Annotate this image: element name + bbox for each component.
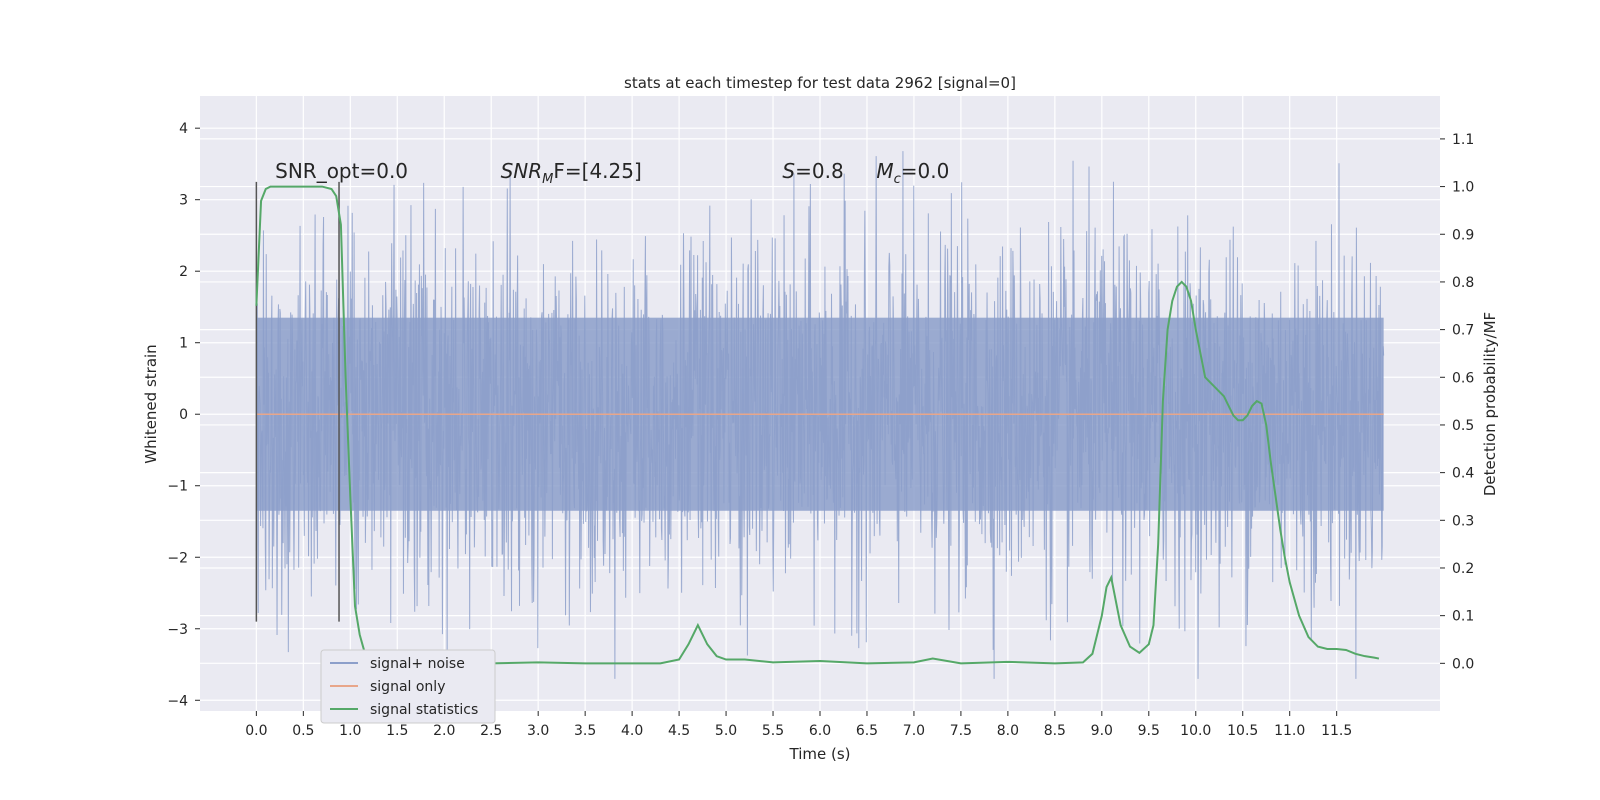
y-right-tick-label-3: 0.3 [1452, 513, 1474, 529]
annotation-spin: S=0.8 [782, 159, 843, 183]
x-tick-label-14: 7.0 [903, 723, 925, 739]
x-tick-label-21: 10.5 [1227, 723, 1258, 739]
y-right-tick-label-1: 0.1 [1452, 609, 1474, 625]
signal-statistics-line [255, 185, 1380, 665]
x-tick-label-13: 6.5 [856, 723, 878, 739]
x-tick-label-18: 9.0 [1091, 723, 1113, 739]
x-tick-label-16: 8.0 [997, 723, 1019, 739]
y-left-tick-label-4: 0 [179, 407, 188, 423]
x-tick-label-6: 3.0 [527, 723, 549, 739]
y-left-tick-label-1: −3 [167, 622, 188, 638]
x-tick-label-7: 3.5 [574, 723, 596, 739]
x-tick-label-5: 2.5 [480, 723, 502, 739]
legend-label-signal-noise: signal+ noise [370, 656, 465, 672]
y-right-tick-label-7: 0.7 [1452, 323, 1474, 339]
x-tick-label-2: 1.0 [339, 723, 361, 739]
y-left-tick-label-6: 2 [179, 264, 188, 280]
y-right-tick-label-9: 0.9 [1452, 227, 1474, 243]
x-tick-label-19: 9.5 [1138, 723, 1160, 739]
right-y-axis-title: Detection probability/MF [1481, 312, 1499, 496]
annotation-snr-mf: SNRMF=[4.25] [501, 159, 642, 187]
x-tick-label-23: 11.5 [1321, 723, 1352, 739]
legend-label-signal-statistics: signal statistics [370, 702, 478, 718]
signal-statistics-series [255, 185, 1380, 665]
right-y-axis-ticks: 0.0 0.1 0.2 0.3 0.4 0.5 0.6 0.7 0.8 0.9 1.0 1.1 [1440, 132, 1474, 672]
y-left-tick-label-5: 1 [179, 336, 188, 352]
legend-label-signal-only: signal only [370, 679, 445, 695]
y-left-tick-label-7: 3 [179, 193, 188, 209]
y-right-tick-label-11: 1.1 [1452, 132, 1474, 148]
y-left-tick-label-2: −2 [167, 550, 188, 566]
x-tick-label-20: 10.0 [1180, 723, 1211, 739]
y-right-tick-label-6: 0.6 [1452, 370, 1474, 386]
x-tick-label-22: 11.0 [1274, 723, 1305, 739]
x-tick-label-17: 8.5 [1044, 723, 1066, 739]
x-tick-label-15: 7.5 [950, 723, 972, 739]
y-right-tick-label-0: 0.0 [1452, 656, 1474, 672]
y-right-tick-label-8: 0.8 [1452, 275, 1474, 291]
marker-lines [255, 181, 340, 622]
chart-title: stats at each timestep for test data 296… [624, 74, 1016, 92]
y-left-tick-label-3: −1 [167, 479, 188, 495]
y-right-tick-label-2: 0.2 [1452, 561, 1474, 577]
annotation-chirp-mass: Mc=0.0 [876, 159, 949, 187]
x-tick-label-0: 0.0 [245, 723, 267, 739]
x-tick-label-3: 1.5 [386, 723, 408, 739]
x-tick-label-4: 2.0 [433, 723, 455, 739]
x-axis-title: Time (s) [789, 745, 851, 763]
left-y-axis-ticks: −4 −3 −2 −1 0 1 2 3 4 [167, 121, 200, 709]
legend: signal+ noise signal only signal statist… [320, 649, 496, 724]
y-left-tick-label-0: −4 [167, 693, 188, 709]
x-tick-label-1: 0.5 [292, 723, 314, 739]
y-right-tick-label-10: 1.0 [1452, 180, 1474, 196]
x-axis-ticks: 0.0 0.5 1.0 1.5 2.0 2.5 3.0 3.5 4.0 4.5 5.0 5.5 6.0 6… [245, 711, 1352, 739]
x-tick-label-8: 4.0 [621, 723, 643, 739]
x-tick-label-10: 5.0 [715, 723, 737, 739]
y-right-tick-label-4: 0.4 [1452, 466, 1474, 482]
left-y-axis-title: Whitened strain [142, 344, 160, 463]
x-tick-label-12: 6.0 [809, 723, 831, 739]
x-tick-label-11: 5.5 [762, 723, 784, 739]
y-right-tick-label-5: 0.5 [1452, 418, 1474, 434]
y-left-tick-label-8: 4 [179, 121, 188, 137]
legend-box [320, 649, 496, 724]
annotations: SNR_opt=0.0 SNRMF=[4.25] S=0.8 Mc=0.0 [275, 159, 949, 187]
annotation-snr-opt: SNR_opt=0.0 [275, 159, 408, 183]
x-tick-label-9: 4.5 [668, 723, 690, 739]
